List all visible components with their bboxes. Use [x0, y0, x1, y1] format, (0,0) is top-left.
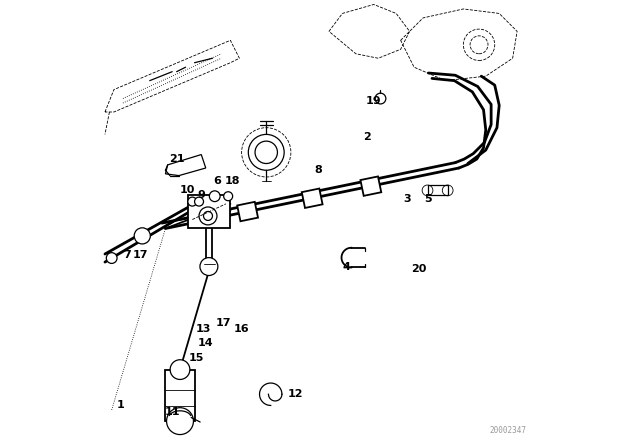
- Text: 6: 6: [213, 177, 221, 186]
- Text: 11: 11: [164, 407, 180, 417]
- Circle shape: [166, 408, 193, 435]
- Text: 10: 10: [180, 185, 196, 195]
- Bar: [165, 370, 195, 421]
- Circle shape: [209, 191, 220, 202]
- Text: 5: 5: [424, 194, 431, 204]
- Text: 3: 3: [404, 194, 411, 204]
- Text: 17: 17: [216, 318, 232, 327]
- Text: 2: 2: [363, 132, 371, 142]
- Text: 13: 13: [196, 324, 211, 334]
- Circle shape: [188, 197, 197, 206]
- Circle shape: [106, 253, 117, 263]
- Polygon shape: [360, 177, 381, 196]
- Polygon shape: [237, 202, 258, 221]
- Text: 1: 1: [116, 401, 125, 410]
- Text: 14: 14: [198, 338, 214, 348]
- Circle shape: [375, 93, 386, 104]
- Text: 16: 16: [234, 324, 250, 334]
- Text: 9: 9: [197, 190, 205, 200]
- Text: 8: 8: [314, 165, 322, 175]
- Text: 19: 19: [366, 96, 381, 106]
- Circle shape: [200, 258, 218, 276]
- Text: 4: 4: [343, 262, 351, 271]
- Text: 7: 7: [124, 250, 131, 260]
- Text: 17: 17: [133, 250, 148, 260]
- Text: 21: 21: [169, 154, 184, 164]
- Bar: [188, 195, 230, 228]
- Circle shape: [170, 360, 190, 379]
- Polygon shape: [301, 189, 323, 208]
- Text: 18: 18: [225, 177, 241, 186]
- Bar: [428, 185, 448, 195]
- Text: 15: 15: [189, 353, 205, 363]
- Text: 20002347: 20002347: [490, 426, 527, 435]
- Circle shape: [224, 192, 233, 201]
- Circle shape: [134, 228, 150, 244]
- Circle shape: [195, 197, 204, 206]
- Text: 12: 12: [287, 389, 303, 399]
- Text: 20: 20: [411, 264, 426, 274]
